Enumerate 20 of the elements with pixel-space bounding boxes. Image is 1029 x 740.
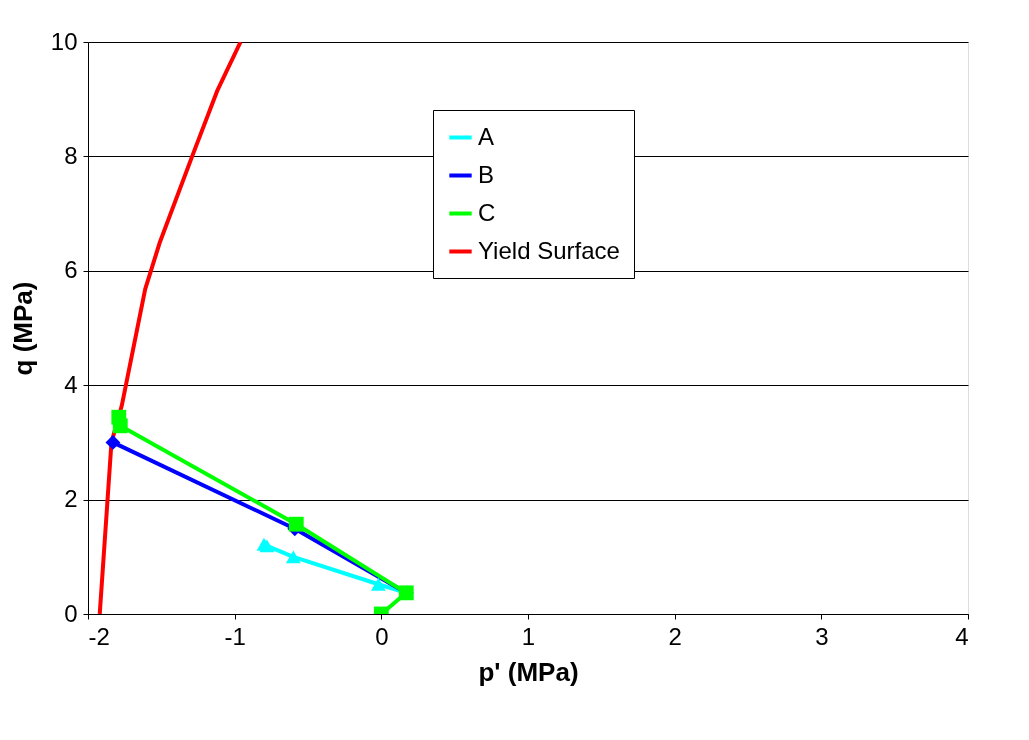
legend-label: A [478, 122, 495, 150]
y-axis-title: q (MPa) [7, 281, 38, 376]
x-axis-title: p' (MPa) [478, 656, 579, 687]
x-tick-label: -1 [224, 622, 246, 650]
y-tick-label: 0 [64, 599, 78, 627]
x-tick-label: 1 [521, 622, 536, 650]
y-tick-label: 2 [64, 485, 78, 513]
legend-label: B [478, 160, 495, 188]
x-tick-label: 0 [375, 622, 389, 650]
line-series [97, 42, 243, 614]
y-tick-label: 10 [50, 27, 78, 55]
y-tick-label: 6 [64, 256, 78, 284]
x-tick-label: -2 [88, 622, 110, 650]
x-tick-label: 2 [668, 622, 682, 650]
x-tick-label: 4 [955, 622, 969, 650]
y-tick-label: 8 [64, 141, 78, 169]
legend-label: Yield Surface [478, 236, 620, 264]
x-tick-label: 3 [815, 622, 829, 650]
legend-label: C [478, 198, 496, 226]
y-tick-label: 4 [64, 370, 78, 398]
